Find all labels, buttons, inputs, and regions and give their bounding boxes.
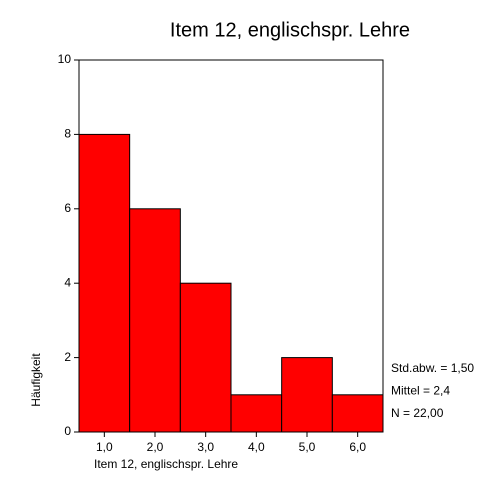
bar bbox=[179, 282, 232, 433]
bar bbox=[281, 357, 333, 433]
y-tick-label: 4 bbox=[64, 275, 71, 289]
x-tick-label: 5,0 bbox=[299, 440, 316, 454]
y-tick-label: 6 bbox=[64, 201, 71, 215]
chart-title: Item 12, englischspr. Lehre bbox=[170, 19, 410, 41]
x-tick-label: 2,0 bbox=[147, 440, 164, 454]
annotation: N = 22,00 bbox=[391, 406, 444, 420]
y-tick-label: 2 bbox=[64, 350, 71, 364]
x-tick-label: 4,0 bbox=[248, 440, 265, 454]
bar bbox=[230, 394, 283, 433]
y-axis-label: Häufigkeit bbox=[29, 353, 43, 407]
x-tick-label: 6,0 bbox=[349, 440, 366, 454]
bar bbox=[78, 133, 131, 433]
y-tick-label: 8 bbox=[64, 127, 71, 141]
annotation: Std.abw. = 1,50 bbox=[391, 361, 474, 375]
x-tick-label: 3,0 bbox=[197, 440, 214, 454]
x-tick-label: 1,0 bbox=[96, 440, 113, 454]
bar bbox=[129, 208, 181, 433]
x-axis-label: Item 12, englischspr. Lehre bbox=[94, 457, 238, 471]
bar bbox=[331, 394, 384, 433]
y-tick-label: 0 bbox=[64, 424, 71, 438]
y-tick-label: 10 bbox=[58, 52, 72, 66]
annotation: Mittel = 2,4 bbox=[391, 384, 450, 398]
